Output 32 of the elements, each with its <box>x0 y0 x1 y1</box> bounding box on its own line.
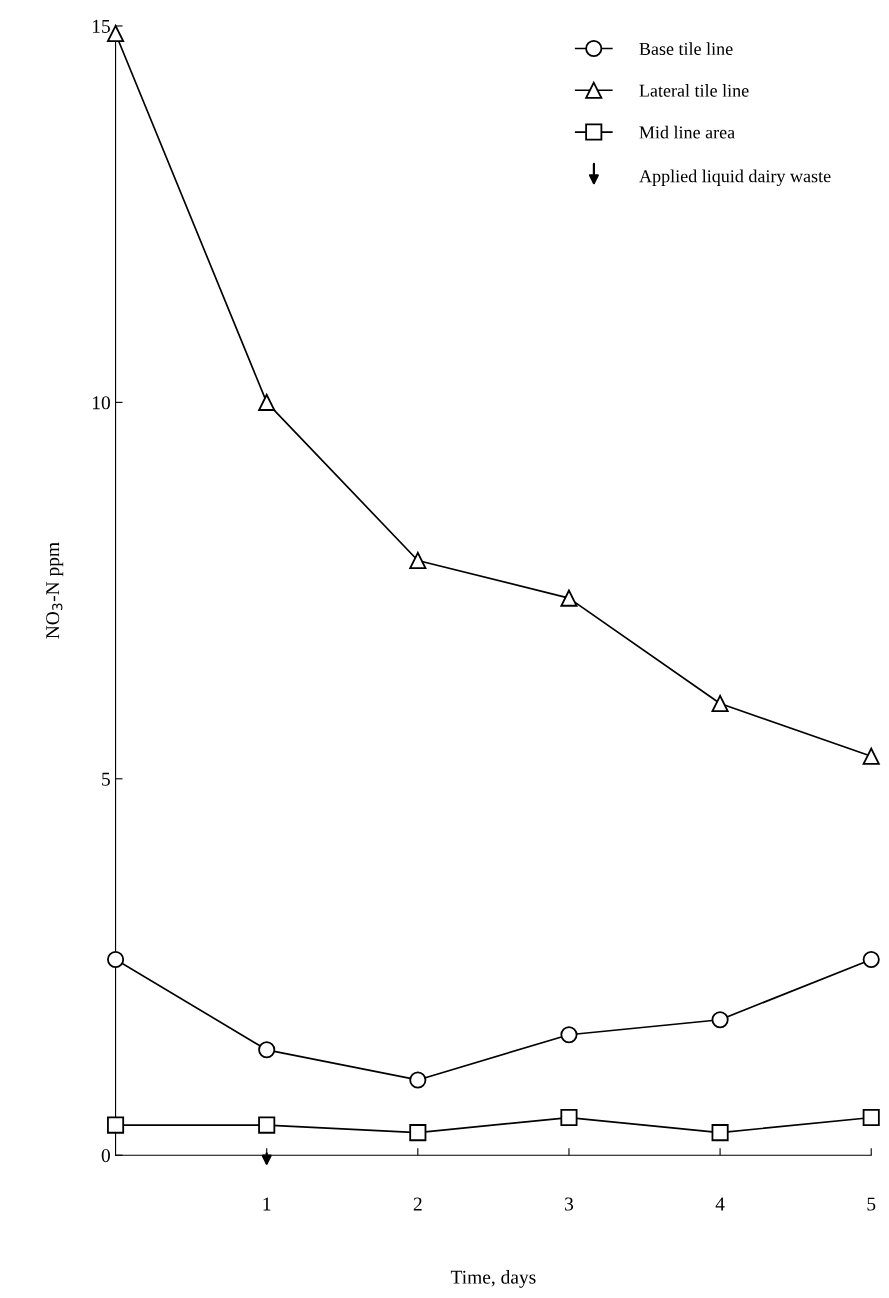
point <box>107 1116 125 1134</box>
x-tick-label: 4 <box>715 1197 725 1211</box>
point <box>711 1124 729 1142</box>
point <box>862 747 880 765</box>
y-tick-label: 10 <box>92 396 110 410</box>
x-tick-label: 2 <box>413 1197 422 1211</box>
point <box>107 950 125 969</box>
legend-label: Base tile line <box>639 42 733 56</box>
annotation: Applied liquid dairy waste <box>639 169 831 187</box>
y-tick-label: 15 <box>92 19 110 33</box>
x-tick-label: 1 <box>263 1197 271 1211</box>
y-tick-label: 0 <box>101 1149 110 1163</box>
point <box>258 1116 276 1134</box>
x-axis-title: Time, days <box>450 1270 536 1288</box>
point <box>409 1124 427 1142</box>
point <box>862 1109 880 1127</box>
y-axis-title: NO$_{3}$-N ppm <box>46 542 64 639</box>
x-tick-label: 5 <box>867 1197 876 1211</box>
point <box>258 1041 276 1059</box>
point <box>711 694 729 713</box>
legend-label: Lateral tile line <box>639 84 749 97</box>
point <box>711 1011 729 1029</box>
legend-label: Mid line area <box>639 125 735 139</box>
point <box>409 1071 427 1089</box>
point <box>862 950 880 969</box>
point <box>258 393 276 411</box>
point <box>409 551 427 570</box>
x-tick-label: 3 <box>565 1197 574 1211</box>
point <box>560 1109 578 1127</box>
y-tick-label: 5 <box>102 772 110 786</box>
point <box>560 1026 578 1044</box>
point <box>560 589 578 607</box>
